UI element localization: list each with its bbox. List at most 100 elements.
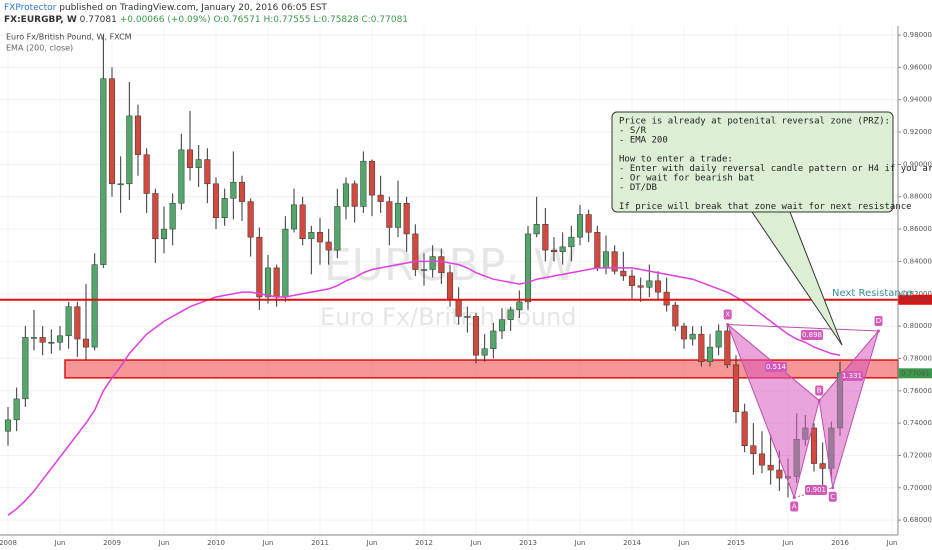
candle-body — [238, 181, 246, 202]
last: 0.77081 — [80, 15, 117, 25]
candle-body — [377, 194, 384, 202]
candle-body — [533, 223, 540, 235]
candle-body — [680, 325, 688, 340]
y-tick-label: 0.94000 — [903, 96, 932, 104]
note-line: Price is already at potenital reversal z… — [619, 117, 890, 127]
candle-body — [247, 201, 254, 238]
candle-body — [290, 204, 298, 230]
pattern-label-box — [815, 385, 824, 396]
pattern-point — [831, 486, 835, 490]
published: published on TradingView.com, January 20… — [59, 3, 327, 13]
pattern-point — [792, 495, 796, 499]
legend-ema: EMA (200, close) — [6, 44, 73, 53]
next-resistance: Next Resistance — [832, 288, 912, 299]
ratio-box — [805, 485, 827, 495]
ratio-label: 1.331 — [842, 372, 862, 380]
ratio-label: 0.514 — [766, 363, 787, 371]
candle-body — [767, 464, 774, 471]
x-tick-label: 2015 — [727, 539, 745, 547]
candle-body — [230, 181, 237, 199]
resistance-price: 0.81628 — [901, 296, 930, 304]
last-price: 0.77081 — [901, 369, 930, 377]
y-tick-label: 0.92000 — [903, 128, 932, 136]
candle-body — [13, 398, 20, 421]
candle-body — [542, 223, 549, 251]
ohlc: C:0.77081 — [361, 15, 408, 25]
candle-body — [282, 228, 289, 298]
ohlc: L:0.75828 — [313, 15, 359, 25]
y-tick-label: 0.84000 — [903, 257, 932, 265]
ratio-label: 0.898 — [802, 331, 822, 339]
candle-body — [126, 115, 133, 185]
candle-body — [706, 346, 714, 362]
candle-body — [646, 280, 653, 288]
pattern-point — [726, 322, 730, 326]
x-tick-label: 2013 — [519, 539, 537, 547]
candle-body — [325, 241, 332, 251]
candle-body — [82, 338, 90, 348]
x-tick-label: Jun — [54, 539, 66, 547]
candle-body — [256, 236, 263, 298]
pattern-label-box — [874, 315, 883, 326]
x-tick-label: 2016 — [831, 539, 849, 547]
x-tick-label: Jun — [574, 539, 586, 547]
candle-body — [429, 256, 436, 270]
candle-body — [550, 249, 558, 252]
candle-body — [56, 335, 64, 343]
note-line: - Enter with daily reversal candle patte… — [619, 164, 932, 174]
candle-body — [464, 316, 471, 318]
candle-body — [273, 267, 280, 298]
callout-box — [611, 111, 894, 213]
note-line: - DT/DB — [619, 183, 657, 193]
note-line: - Or wait for bearish bat — [619, 174, 754, 184]
candle-body — [724, 330, 731, 366]
header: FXProtector published on TradingView.com… — [4, 3, 327, 13]
candle-body — [39, 337, 46, 343]
pattern-label-box — [790, 501, 799, 512]
pattern-label: D — [876, 317, 881, 325]
last-price-box — [898, 368, 932, 379]
pattern-line — [727, 323, 879, 332]
y-tick-label: 0.72000 — [903, 451, 932, 459]
candle-body — [663, 291, 670, 306]
candle-body — [524, 233, 532, 303]
x-tick-label: 2008 — [0, 539, 17, 547]
candle-body — [403, 202, 410, 235]
x-tick-label: Jun — [782, 539, 794, 547]
pattern-point — [817, 398, 821, 402]
candle-body — [420, 269, 428, 271]
y-tick-label: 0.90000 — [903, 160, 932, 168]
x-tick-label: 2011 — [311, 539, 329, 547]
symbol: FX:EURGBP, W — [4, 15, 77, 25]
candle-body — [758, 453, 766, 466]
y-tick-label: 0.68000 — [903, 516, 932, 524]
candle-body — [360, 160, 367, 207]
candle-body — [212, 183, 220, 219]
candle-body — [117, 183, 124, 186]
candle-body — [30, 337, 38, 339]
ema-line — [7, 260, 841, 516]
x-tick-label: Jun — [158, 539, 170, 547]
candle-body — [195, 159, 202, 168]
pattern-line — [818, 330, 879, 401]
candle-body — [654, 280, 662, 293]
candle-body — [602, 251, 610, 269]
candle-body — [689, 333, 696, 340]
candle-body — [299, 204, 306, 240]
candle-body — [776, 469, 783, 479]
candle-body — [221, 198, 228, 219]
y-tick-label: 0.78000 — [903, 354, 932, 362]
ratio-label: 0.901 — [806, 486, 826, 494]
pattern-label: A — [792, 502, 797, 510]
author: FXProtector — [4, 3, 57, 13]
candle-body — [342, 183, 350, 207]
x-tick-label: Jun — [678, 539, 690, 547]
resistance-price-box — [898, 294, 932, 305]
y-tick-label: 0.76000 — [903, 387, 932, 395]
candle-body — [472, 316, 480, 356]
candle-body — [143, 154, 150, 194]
candle-body — [368, 160, 376, 196]
candle-body — [498, 319, 506, 332]
watermark-subtitle: Euro Fx/British Pound — [320, 303, 577, 331]
